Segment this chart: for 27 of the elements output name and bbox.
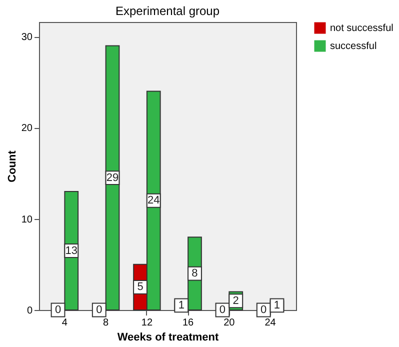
data-label: 24 [147, 194, 160, 207]
data-label: 29 [106, 172, 119, 184]
x-tick-label: 4 [62, 318, 68, 328]
legend-label: not successful [330, 23, 394, 34]
x-tick-label: 12 [141, 318, 153, 328]
data-label: 0 [260, 304, 267, 316]
legend-label: successful [330, 41, 377, 52]
data-label: 13 [65, 244, 78, 257]
data-label: 5 [137, 281, 144, 294]
chart-title: Experimental group [115, 4, 220, 18]
data-label: 1 [178, 299, 184, 312]
data-label: 1 [274, 299, 280, 312]
x-tick-label: 20 [224, 318, 236, 328]
y-axis-title: Count [6, 150, 18, 182]
data-label: 0 [219, 304, 226, 316]
x-axis-title: Weeks of treatment [117, 332, 219, 344]
y-tick-label: 20 [21, 123, 33, 134]
x-tick-label: 24 [264, 318, 276, 328]
data-label: 8 [192, 268, 198, 280]
x-tick-label: 16 [182, 318, 194, 328]
data-label: 2 [232, 294, 239, 307]
data-label: 0 [54, 304, 62, 316]
y-tick-label: 30 [21, 32, 33, 44]
y-tick-label: 0 [26, 306, 33, 316]
data-label: 0 [96, 304, 102, 316]
x-tick-label: 8 [103, 318, 110, 328]
y-tick-label: 10 [21, 214, 33, 226]
